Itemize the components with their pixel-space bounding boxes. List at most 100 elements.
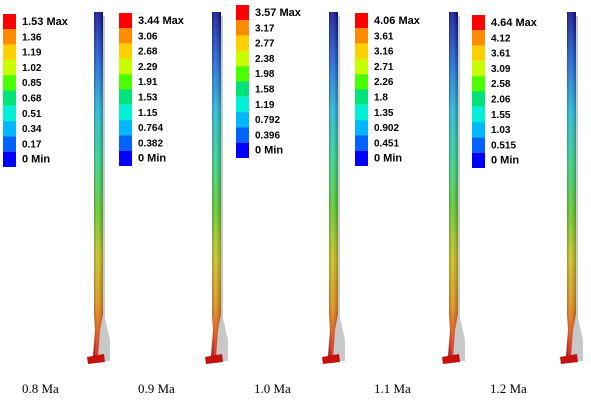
legend-tick-label: 1.36 [22, 32, 42, 43]
panel-5: 4.64 Max 4.12 3.61 3.09 2.58 2.06 1.55 1.03 0.51… [472, 12, 583, 396]
legend-swatch [119, 135, 132, 151]
legend-min-label: 0 Min [255, 145, 283, 157]
legend: 4.64 Max 4.12 3.61 3.09 2.58 2.06 1.55 1.03 0.51… [472, 15, 538, 168]
legend-tick-label: 0.34 [22, 124, 42, 135]
legend-tick-label: 2.29 [138, 62, 158, 73]
legend-min-label: 0 Min [374, 153, 402, 165]
column-base [560, 354, 578, 364]
legend: 1.53 Max 1.36 1.19 1.02 0.85 0.68 0.51 0.34 0.17… [3, 14, 69, 167]
column-base [442, 354, 460, 364]
column-shading [328, 12, 338, 357]
legend-tick-label: 3.06 [138, 31, 158, 42]
column-shading [566, 12, 576, 357]
legend-swatch [355, 13, 368, 29]
column [560, 12, 583, 364]
column [322, 12, 345, 364]
legend-max-label: 4.06 Max [374, 15, 421, 27]
legend-swatch [3, 44, 16, 60]
legend-tick-label: 0.85 [22, 78, 42, 89]
legend-tick-label: 3.61 [374, 31, 394, 42]
legend-tick-label: 3.17 [255, 23, 275, 34]
legend-tick-label: 2.68 [138, 47, 158, 58]
panel-caption: 0.9 Ma [138, 381, 175, 396]
legend-max-label: 3.44 Max [138, 15, 185, 27]
legend-tick-label: 1.91 [138, 77, 158, 88]
legend-swatch [236, 50, 249, 67]
legend-swatch [472, 137, 485, 153]
legend-tick-label: 0.451 [374, 138, 399, 149]
legend-min-label: 0 Min [22, 154, 50, 166]
legend-swatch [119, 13, 132, 29]
legend-min-label: 0 Min [491, 155, 519, 167]
legend-swatch [236, 5, 249, 21]
legend-max-label: 3.57 Max [255, 7, 302, 19]
legend-swatch [355, 28, 368, 44]
column [205, 12, 228, 364]
legend-swatch [355, 89, 368, 105]
legend-swatch [472, 45, 485, 61]
column-shading [448, 12, 458, 357]
legend-swatch [119, 74, 132, 90]
legend-tick-label: 1.58 [255, 85, 275, 96]
legend-swatch [119, 89, 132, 105]
legend-swatch [236, 20, 249, 36]
panel-caption: 1.1 Ma [374, 381, 411, 396]
legend-tick-label: 0.396 [255, 130, 280, 141]
legend-tick-label: 2.58 [491, 79, 511, 90]
column-base [322, 354, 340, 364]
legend-swatch [472, 60, 485, 77]
legend-swatch [3, 121, 16, 137]
legend-swatch [119, 150, 132, 166]
legend-tick-label: 2.06 [491, 95, 511, 106]
legend-swatch [3, 90, 16, 106]
legend: 3.57 Max 3.17 2.77 2.38 1.98 1.58 1.19 0.792 0.3… [236, 5, 302, 158]
legend-swatch [3, 59, 16, 76]
legend-swatch [3, 14, 16, 30]
legend-swatch [236, 96, 249, 113]
legend-swatch [119, 58, 132, 75]
legend-swatch [119, 120, 132, 136]
panel-caption: 1.0 Ma [254, 381, 291, 396]
panel-caption: 0.8 Ma [22, 381, 59, 396]
panel-3: 3.57 Max 3.17 2.77 2.38 1.98 1.58 1.19 0.792 0.3… [236, 5, 345, 396]
legend-tick-label: 0.764 [138, 123, 163, 134]
legend-tick-label: 1.19 [22, 48, 42, 59]
legend-tick-label: 2.38 [255, 54, 275, 65]
legend-swatch [236, 66, 249, 82]
legend-min-label: 0 Min [138, 153, 166, 165]
legend-tick-label: 0.51 [22, 109, 42, 120]
column-base [205, 354, 223, 364]
legend-tick-label: 1.98 [255, 69, 275, 80]
legend-swatch [236, 142, 249, 158]
legend-max-label: 1.53 Max [22, 16, 69, 28]
legend-tick-label: 0.902 [374, 123, 399, 134]
legend-swatch [236, 112, 249, 128]
legend-tick-label: 1.19 [255, 100, 275, 111]
column [442, 12, 465, 364]
legend-swatch [119, 43, 132, 59]
legend-tick-label: 0.382 [138, 138, 163, 149]
legend-swatch [355, 135, 368, 151]
legend-swatch [119, 28, 132, 44]
column-base [87, 354, 105, 364]
legend-tick-label: 1.15 [138, 108, 158, 119]
legend-swatch [472, 15, 485, 31]
legend-tick-label: 0.68 [22, 94, 42, 105]
legend-swatch [355, 120, 368, 136]
legend-swatch [119, 104, 132, 121]
legend-swatch [3, 75, 16, 91]
column [87, 12, 110, 364]
legend-swatch [3, 151, 16, 167]
panels-group: 1.53 Max 1.36 1.19 1.02 0.85 0.68 0.51 0.34 0.17… [3, 5, 583, 396]
legend-swatch [3, 29, 16, 45]
panel-1: 1.53 Max 1.36 1.19 1.02 0.85 0.68 0.51 0.34 0.17… [3, 12, 110, 396]
legend-swatch [355, 104, 368, 121]
column-shading [93, 12, 103, 357]
legend-swatch [236, 81, 249, 97]
legend-swatch [236, 35, 249, 51]
legend-tick-label: 0.515 [491, 140, 516, 151]
legend: 4.06 Max 3.61 3.16 2.71 2.26 1.8 1.35 0.902 0.45… [355, 13, 421, 166]
legend-swatch [355, 43, 368, 59]
legend-swatch [355, 150, 368, 166]
